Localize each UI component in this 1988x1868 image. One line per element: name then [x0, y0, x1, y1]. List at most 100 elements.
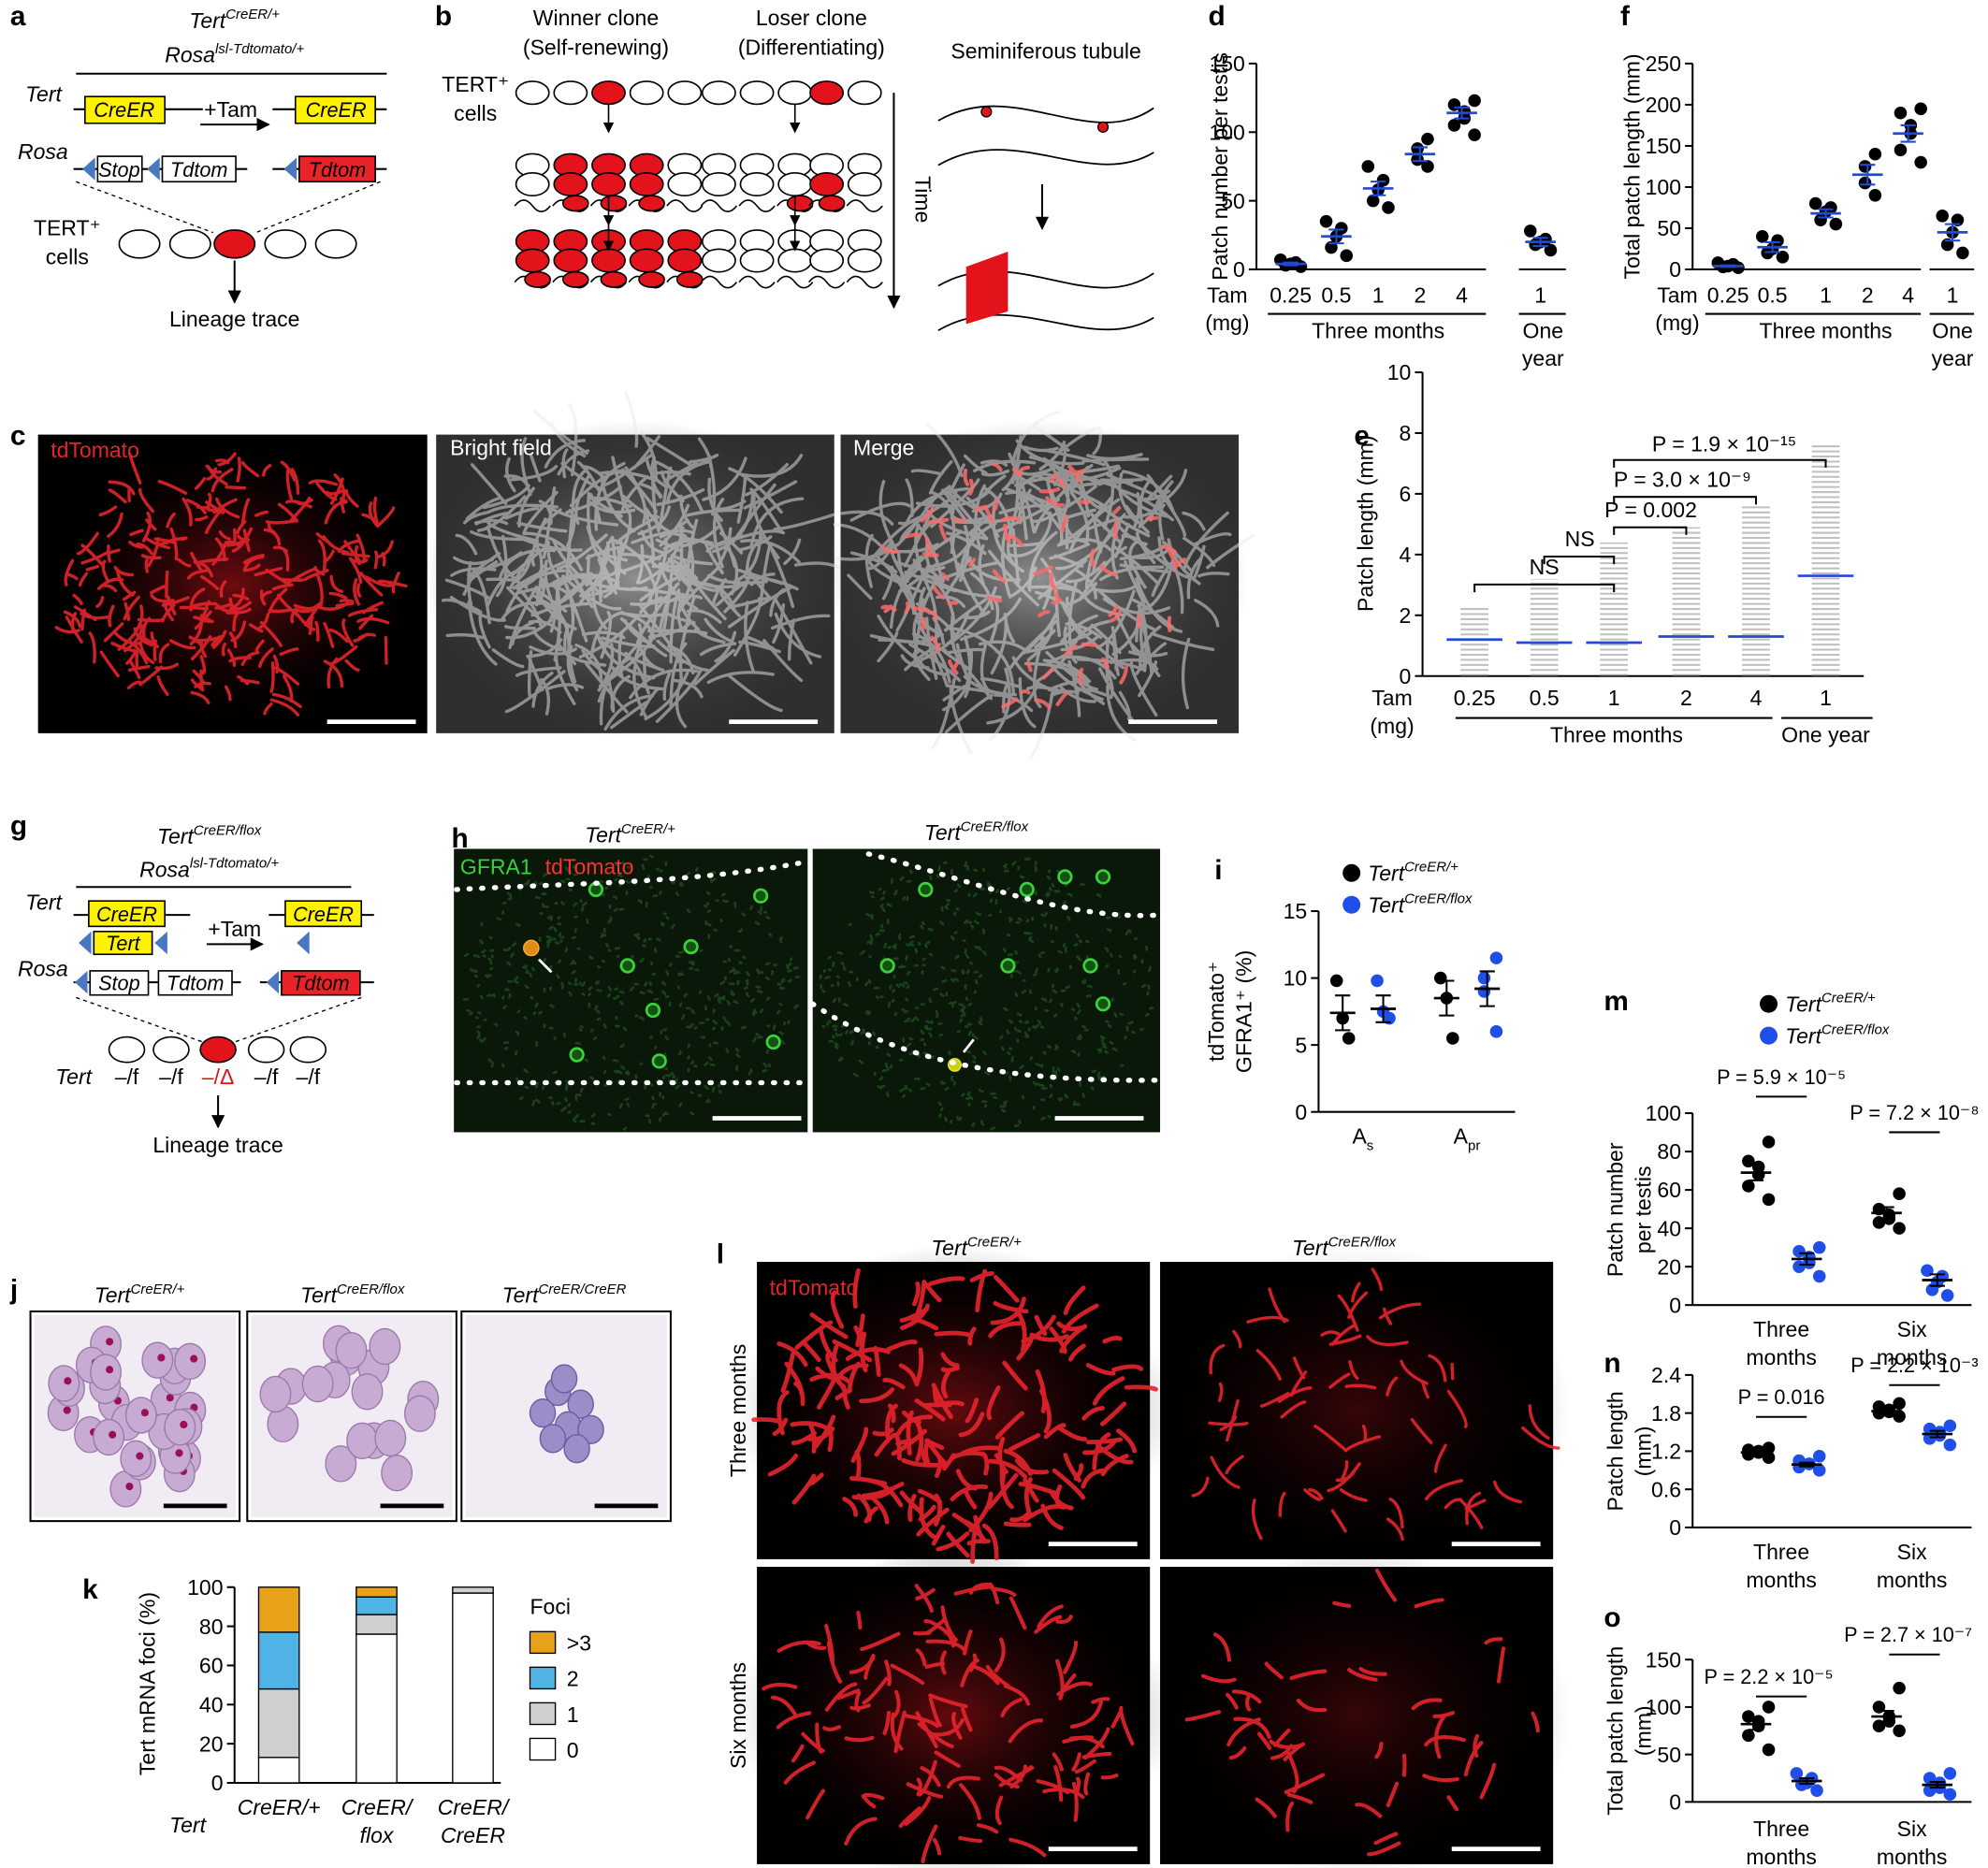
data-point — [1477, 971, 1491, 985]
cell — [739, 171, 775, 197]
x-axis-label: (mg) — [1205, 311, 1249, 335]
data-point — [1893, 1397, 1906, 1411]
legend-marker — [1342, 895, 1361, 914]
cell — [1082, 958, 1098, 974]
data-point — [1447, 98, 1461, 111]
significance-bracket — [1613, 458, 1827, 468]
cell — [629, 171, 664, 197]
y-axis-label: Tert mRNA foci (%) — [135, 1592, 159, 1775]
x-tick-label: 0.5 — [1758, 282, 1788, 307]
labeled-cell — [523, 939, 540, 957]
data-point — [1894, 143, 1908, 157]
cell — [168, 229, 211, 259]
label: Winner clone — [533, 6, 659, 30]
label-base: Tert — [157, 824, 195, 848]
data-point — [1366, 194, 1380, 208]
box — [88, 900, 166, 928]
data-point — [1447, 119, 1461, 132]
box — [96, 155, 143, 183]
cell — [879, 958, 895, 974]
data-point — [1858, 176, 1872, 190]
label: Seminiferous tubule — [950, 38, 1140, 63]
significance-bracket — [1613, 496, 1758, 505]
label-base: Tert — [585, 823, 622, 847]
label: Lineage trace — [169, 307, 300, 331]
y-axis-label: Total patch length (mm) — [1619, 53, 1644, 279]
x-tick-label: 4 — [1902, 282, 1914, 307]
y-tick-label: 100 — [1646, 1695, 1681, 1719]
data-point — [1755, 229, 1769, 243]
data-point — [1762, 1701, 1776, 1714]
data-point — [1523, 224, 1537, 238]
nucleus — [48, 1365, 80, 1402]
annotation: P = 3.0 × 10⁻⁹ — [1614, 467, 1751, 491]
label-base: Tert — [300, 1282, 338, 1307]
loxp-site — [154, 931, 167, 955]
data-point — [1376, 173, 1390, 187]
label-superscript: CreER/+ — [1404, 860, 1458, 876]
cell — [553, 248, 588, 273]
data-point — [1421, 160, 1434, 173]
error-bar — [1879, 1206, 1894, 1220]
annotation: P = 2.2 × 10⁻⁵ — [1705, 1665, 1834, 1688]
y-tick-label: 40 — [199, 1692, 224, 1716]
y-tick-label: 50 — [1221, 189, 1245, 213]
x-axis-label: Tam — [1371, 686, 1412, 710]
legend-marker — [1342, 863, 1361, 882]
data-point — [1810, 1784, 1823, 1797]
cell — [591, 171, 626, 197]
data-point — [1868, 188, 1882, 202]
y-tick-label: 2.4 — [1651, 1363, 1681, 1387]
label: TertCreER/+ — [189, 7, 280, 33]
x-tick-label: 0.25 — [1707, 282, 1749, 307]
box — [284, 900, 363, 928]
panel-label: e — [1354, 420, 1370, 451]
data-point — [1943, 1438, 1957, 1452]
y-tick-label: 10 — [1387, 360, 1412, 384]
error-bar — [1929, 1781, 1945, 1789]
y-tick-label: 250 — [1646, 51, 1681, 76]
data-point — [1489, 951, 1503, 964]
data-point — [1943, 1419, 1957, 1433]
loxp-site — [283, 157, 297, 181]
data-point — [1868, 147, 1882, 161]
label-superscript: CreER/+ — [1821, 991, 1876, 1006]
cell — [1095, 869, 1111, 885]
line — [76, 181, 213, 234]
glow — [1140, 1550, 1573, 1868]
panel-label: a — [10, 1, 26, 32]
nucleus — [259, 1375, 292, 1413]
data-point — [1792, 1260, 1806, 1273]
y-axis-label: (mm) — [1632, 1426, 1656, 1477]
cell — [247, 1035, 285, 1064]
label-base: Rosa — [139, 857, 190, 881]
cell — [809, 248, 845, 273]
data-point — [1434, 971, 1447, 985]
y-tick-label: 0 — [1669, 257, 1681, 282]
cell-squiggle — [846, 275, 883, 289]
error-bar — [1929, 1273, 1945, 1287]
y-tick-label: 80 — [1657, 1139, 1681, 1164]
annotation: P = 5.9 × 10⁻⁵ — [1717, 1065, 1846, 1089]
loxp-site — [297, 931, 310, 955]
cell — [1057, 869, 1073, 885]
label-subscript: s — [1367, 1138, 1373, 1154]
x-tick-label: 0.25 — [1270, 282, 1312, 307]
significance-bracket — [1543, 556, 1616, 565]
legend-swatch — [529, 1666, 557, 1690]
y-tick-label: 1.8 — [1651, 1401, 1681, 1426]
label-superscript: CreER/flox — [337, 1282, 405, 1297]
legend-label: TertCreER/+ — [1785, 991, 1876, 1017]
bar-segment — [452, 1592, 494, 1784]
cell — [667, 171, 703, 197]
glow — [737, 1550, 1169, 1868]
x-tick-label: 2 — [1862, 282, 1874, 307]
label: cells — [454, 101, 497, 125]
label: TERT⁺ — [442, 72, 509, 96]
data-point — [1790, 1767, 1804, 1780]
data-point — [1893, 1681, 1906, 1695]
error-bar — [1371, 181, 1386, 196]
nucleus — [351, 1373, 384, 1411]
label: Tdtom — [309, 158, 366, 181]
label-base: Tert — [189, 8, 226, 33]
